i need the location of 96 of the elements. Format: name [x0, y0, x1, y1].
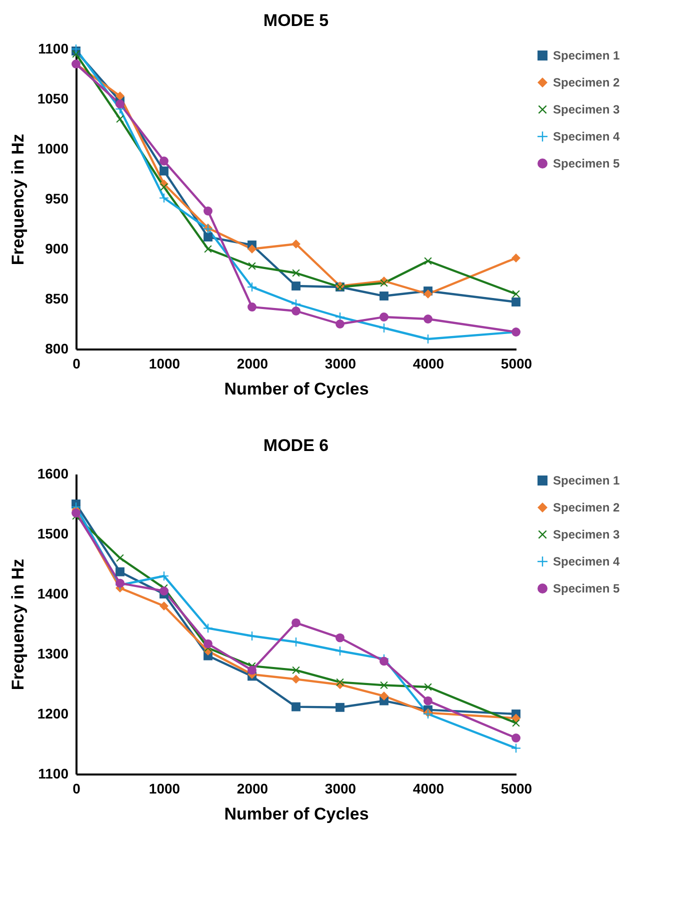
legend-label: Specimen 5 [553, 156, 620, 170]
y-tick-label: 1000 [37, 140, 69, 156]
point [380, 312, 388, 322]
point [292, 618, 300, 628]
x-tick-label: 3000 [324, 356, 356, 372]
x-tick-label: 0 [72, 356, 81, 372]
point [160, 572, 168, 580]
point [160, 156, 168, 166]
point [512, 734, 520, 742]
y-axis-title: Frequency in Hz [8, 558, 28, 690]
point [512, 744, 520, 753]
point [336, 646, 344, 656]
legend-label: Specimen 4 [553, 554, 620, 568]
x-tick-label: 3000 [324, 780, 356, 796]
point [336, 678, 344, 686]
point [292, 269, 300, 277]
y-tick-label: 900 [45, 240, 69, 256]
point [160, 166, 168, 176]
y-tick-label: 1200 [37, 706, 69, 722]
y-axis-title: Frequency in Hz [8, 134, 28, 266]
y-tick-label: 1600 [37, 466, 69, 482]
y-tick-label: 950 [45, 190, 69, 206]
y-tick-label: 800 [45, 340, 69, 356]
point [292, 306, 300, 316]
x-tick-label: 5000 [500, 780, 532, 796]
point [116, 554, 124, 562]
point [380, 324, 388, 332]
y-tick-label: 1300 [37, 646, 69, 662]
point [512, 719, 520, 727]
point [336, 320, 344, 328]
x-tick-label: 2000 [236, 356, 268, 372]
legend-label: Specimen 3 [553, 102, 620, 116]
point [512, 290, 520, 298]
point [424, 257, 432, 265]
y-tick-label: 1050 [37, 90, 69, 106]
point [204, 639, 212, 648]
point [160, 183, 168, 191]
point [424, 314, 432, 324]
point [336, 702, 344, 712]
point [292, 666, 300, 674]
point [380, 656, 388, 666]
point [424, 290, 432, 298]
legend-label: Specimen 1 [553, 474, 620, 488]
point [72, 50, 80, 58]
legend-label: Specimen 2 [553, 500, 620, 514]
x-tick-label: 4000 [412, 780, 444, 796]
y-tick-label: 1400 [37, 586, 69, 602]
x-tick-label: 5000 [500, 356, 532, 372]
point [512, 714, 520, 723]
point [292, 240, 300, 248]
point [380, 681, 388, 689]
point [160, 586, 168, 596]
x-tick-label: 1000 [148, 356, 180, 372]
legend-label: Specimen 5 [553, 582, 620, 596]
point [292, 702, 300, 712]
point [248, 302, 256, 312]
legend-label: Specimen 4 [553, 130, 620, 144]
point [380, 292, 388, 300]
point [248, 262, 256, 270]
x-tick-label: 2000 [236, 780, 268, 796]
point [424, 696, 432, 706]
point [380, 692, 388, 700]
y-tick-label: 1100 [38, 766, 69, 782]
point [116, 567, 124, 576]
legend-label: Specimen 2 [553, 76, 620, 90]
y-tick-label: 850 [45, 290, 69, 306]
point [72, 508, 80, 518]
point [116, 115, 124, 123]
x-axis-title: Number of Cycles [224, 804, 369, 824]
point [292, 282, 300, 290]
point [424, 683, 432, 691]
point [336, 633, 344, 642]
legend-label: Specimen 1 [553, 48, 620, 62]
point [116, 100, 124, 108]
point [204, 245, 212, 253]
y-tick-label: 1500 [37, 526, 69, 542]
chart-title: MODE 6 [263, 436, 329, 455]
point [512, 298, 520, 306]
point [160, 194, 168, 202]
point [248, 244, 256, 254]
x-tick-label: 0 [72, 780, 81, 796]
point [380, 279, 388, 287]
point [292, 674, 300, 684]
point [160, 602, 168, 610]
point [248, 282, 256, 292]
x-tick-label: 1000 [148, 780, 180, 796]
chart-title: MODE 5 [263, 11, 329, 30]
x-axis-title: Number of Cycles [224, 380, 369, 398]
point [204, 206, 212, 216]
point [204, 624, 212, 633]
point [248, 666, 256, 675]
point [512, 254, 520, 262]
legend-label: Specimen 3 [553, 528, 620, 542]
x-tick-label: 4000 [412, 356, 444, 372]
point [204, 232, 212, 242]
y-tick-label: 1100 [38, 40, 69, 56]
